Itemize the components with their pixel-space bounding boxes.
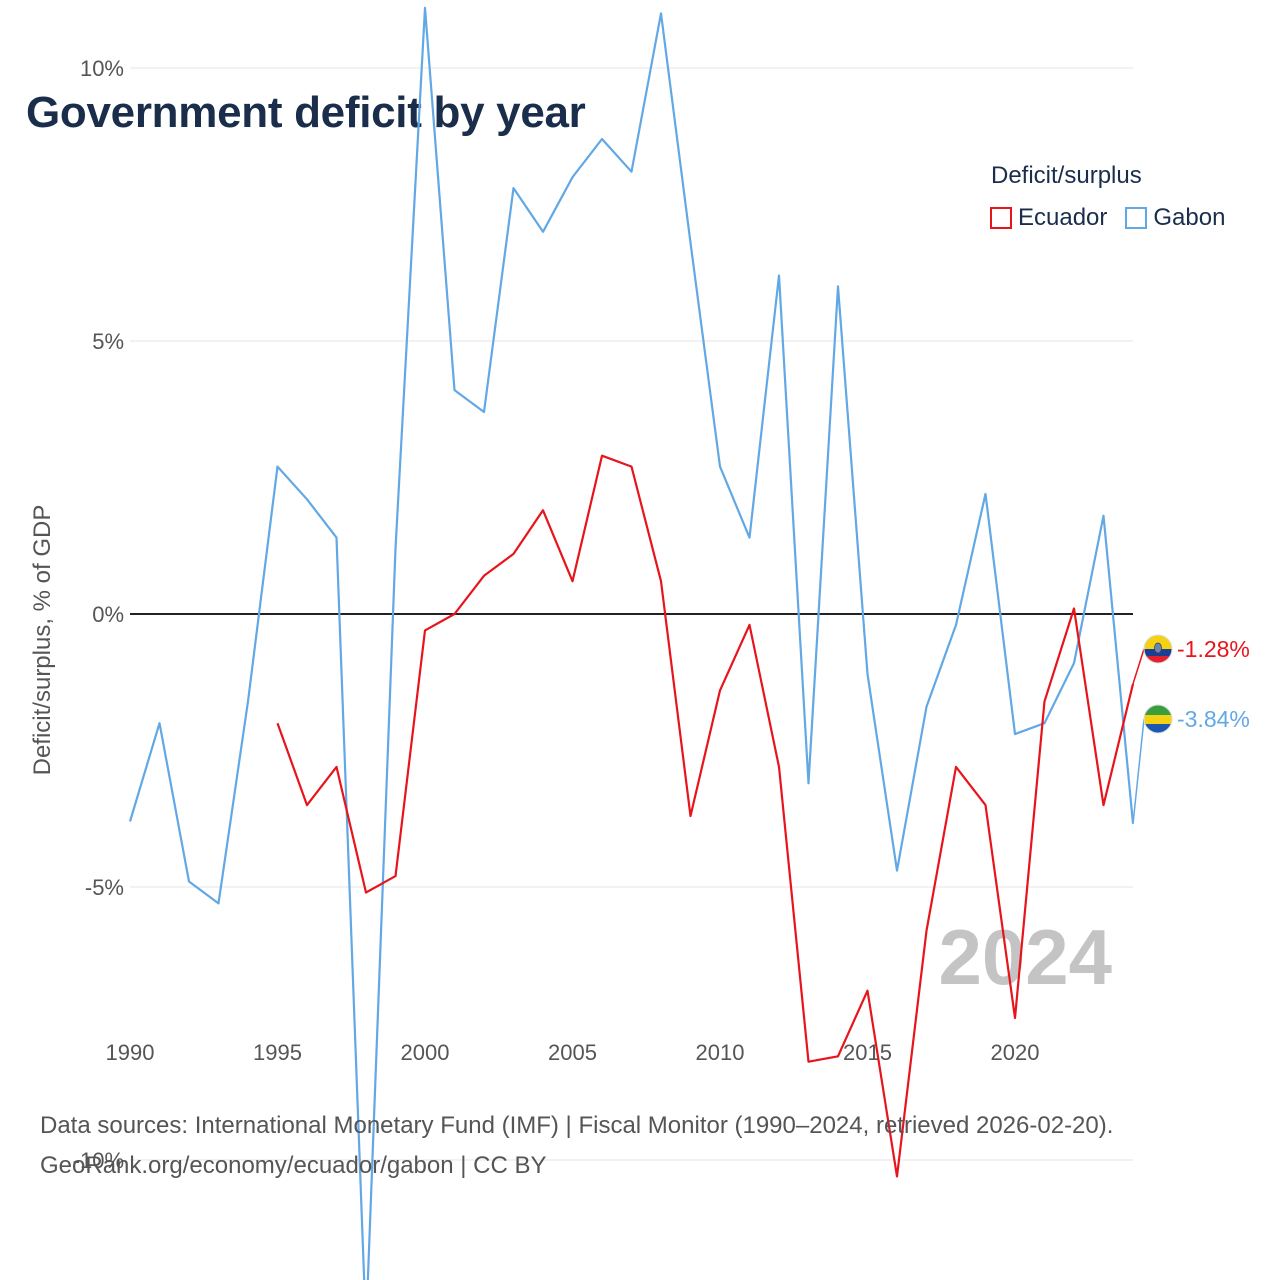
legend-item-gabon[interactable]: Gabon — [1125, 204, 1225, 232]
legend-swatch-gabon — [1125, 207, 1148, 229]
y-tick-label: 5% — [92, 329, 124, 354]
x-axis-ticks: 1990 1995 2000 2005 2010 2015 2020 — [106, 1040, 1040, 1065]
x-tick-label: 1995 — [253, 1040, 302, 1065]
series-line-ecuador[interactable] — [276, 454, 1135, 1178]
x-tick-label: 2005 — [548, 1040, 597, 1065]
series-line-gabon[interactable] — [128, 6, 1135, 1280]
x-tick-label: 2010 — [696, 1040, 745, 1065]
year-watermark: 2024 — [938, 913, 1112, 1001]
end-label-ecuador: -1.28% — [1177, 636, 1250, 662]
x-tick-label: 2000 — [401, 1040, 450, 1065]
legend-label-gabon: Gabon — [1153, 204, 1226, 231]
end-connector — [1132, 718, 1145, 824]
y-tick-label: -10% — [73, 1148, 124, 1173]
legend-swatch-ecuador — [990, 207, 1012, 229]
chart-title: Government deficit by year — [26, 88, 586, 137]
x-tick-label: 2020 — [991, 1040, 1040, 1065]
y-tick-label: -5% — [85, 875, 124, 900]
source-line-1: Data sources: International Monetary Fun… — [40, 1112, 1114, 1139]
flag-border — [1143, 704, 1173, 734]
y-tick-label: 10% — [80, 56, 124, 81]
gabon-flag-icon — [1144, 705, 1172, 733]
source-line-2: GeoRank.org/economy/ecuador/gabon | CC B… — [40, 1152, 547, 1179]
y-tick-label: 0% — [92, 602, 124, 627]
series-lines — [128, 6, 1135, 1280]
ecuador-flag-icon — [1144, 635, 1172, 663]
end-connector — [1132, 648, 1145, 685]
y-axis-label: Deficit/surplus, % of GDP — [29, 505, 56, 776]
end-label-gabon: -3.84% — [1177, 706, 1250, 732]
legend: Ecuador Gabon — [990, 204, 1243, 232]
legend-label-ecuador: Ecuador — [1018, 204, 1108, 231]
legend-item-ecuador[interactable]: Ecuador — [990, 204, 1107, 232]
x-tick-label: 1990 — [106, 1040, 155, 1065]
y-axis-ticks: 10% 5% 0% -5% -10% — [73, 56, 124, 1173]
legend-title: Deficit/surplus — [991, 162, 1142, 189]
source-note: Data sources: International Monetary Fun… — [40, 1106, 1113, 1186]
gridlines — [130, 67, 1133, 1161]
x-tick-label: 2015 — [843, 1040, 892, 1065]
end-labels: -3.84% -1.28% — [1132, 634, 1250, 824]
flag-border — [1143, 634, 1173, 664]
